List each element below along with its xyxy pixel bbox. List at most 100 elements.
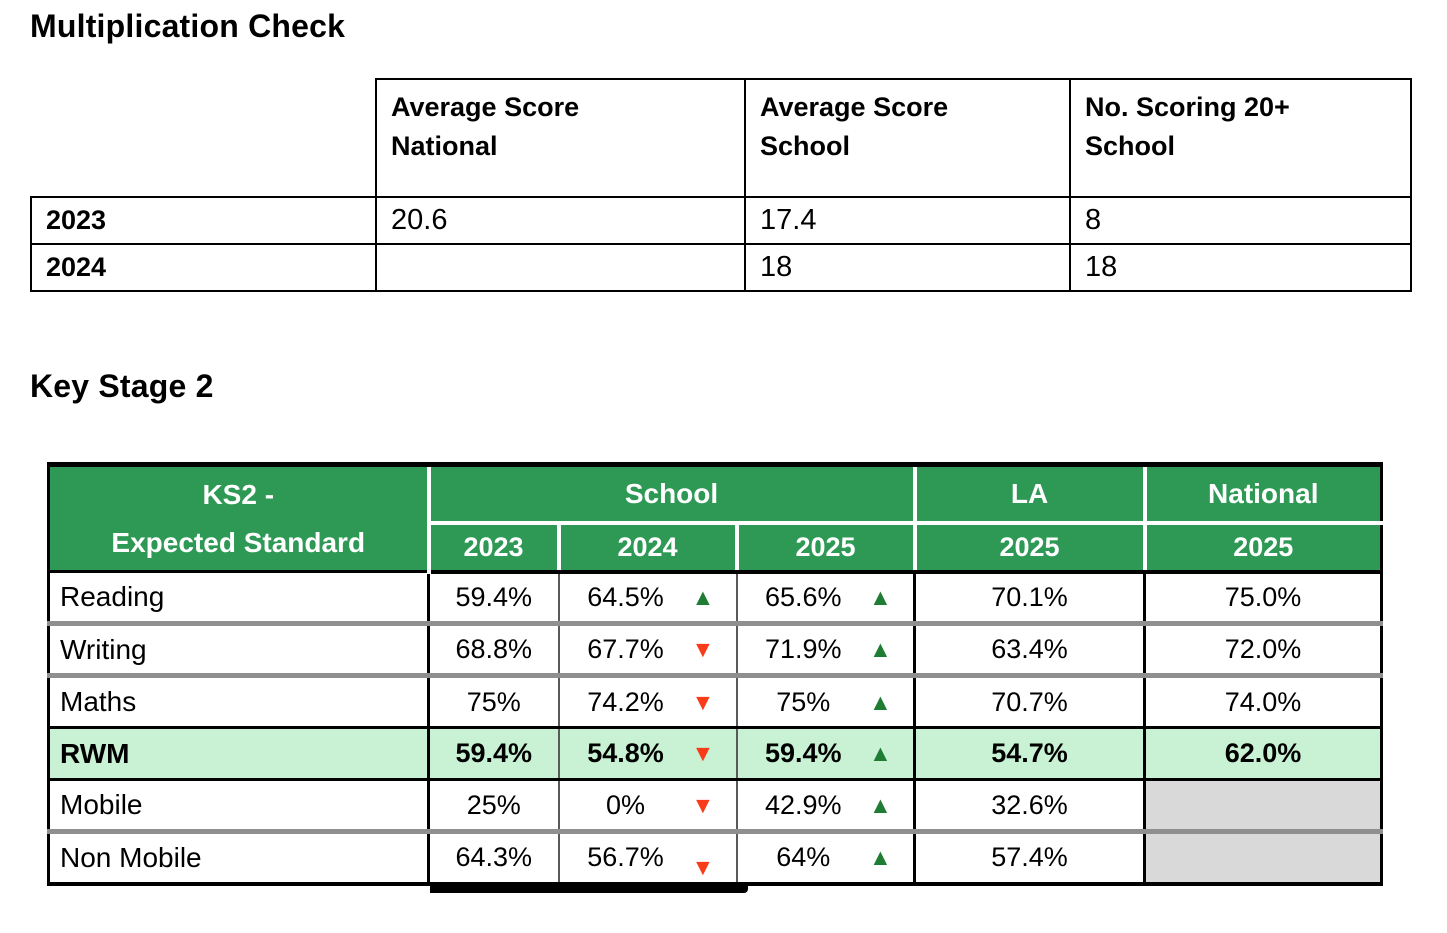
ks2-table: KS2 - Expected Standard School LA Nation… (47, 461, 1384, 886)
mc-cell-avg-school-2023: 17.4 (744, 196, 1071, 245)
trend-icon: ▼ (691, 688, 715, 715)
ks2-cell-2024: 54.8% ▼ (558, 726, 738, 780)
ks2-value: 54.8% (587, 738, 664, 769)
ks2-year-header-row: 2023 2024 2025 2025 2025 (49, 522, 1384, 574)
ks2-value: 42.9% (764, 789, 842, 820)
ks2-cell-2024: 0% ▼ (558, 778, 738, 832)
ks2-value: 65.6% (764, 581, 842, 612)
ks2-group-header-school: School (428, 461, 917, 525)
ks2-subject-label: Mobile (47, 778, 430, 832)
trend-icon: ▼ (691, 636, 715, 663)
ks2-row-non-mobile: Non Mobile 64.3% 56.7% ▼ 64% ▲ 57.4% (47, 829, 1384, 886)
mc-header-row: Average Score National Average Score Sch… (31, 78, 1412, 198)
ks2-year-header-national-2025: 2025 (1144, 522, 1384, 574)
mc-col-header-avg-national: Average Score National (375, 78, 746, 198)
mc-year-label: 2024 (30, 243, 377, 292)
ks2-subject-label: RWM (47, 726, 430, 780)
ks2-cell-national: 72.0% (1144, 621, 1384, 676)
ks2-cell-la: 54.7% (914, 726, 1147, 780)
ks2-value: 71.9% (764, 634, 842, 665)
trend-icon: ▼ (691, 740, 715, 767)
ks2-value: 75% (776, 686, 831, 717)
ks2-cell-2024: 56.7% ▼ (558, 829, 738, 886)
ks2-table-container: KS2 - Expected Standard School LA Nation… (47, 461, 1384, 893)
ks2-cell-2025: 75% ▲ (736, 673, 917, 728)
mc-cell-scoring-20-2023: 8 (1069, 196, 1412, 245)
ks2-value: 59.4% (764, 738, 842, 769)
trend-icon: ▲ (869, 844, 892, 871)
trend-icon: ▼ (691, 854, 715, 881)
multiplication-check-title: Multiplication Check (30, 8, 346, 44)
mc-header-line: School (760, 131, 851, 162)
trend-icon: ▲ (869, 688, 892, 715)
mc-col-header-scoring-20-plus: No. Scoring 20+ School (1069, 78, 1412, 198)
key-stage-2-title: Key Stage 2 (30, 368, 214, 404)
ks2-group-header-national: National (1144, 461, 1384, 525)
mc-cell-scoring-20-2024: 18 (1069, 243, 1412, 292)
ks2-cell-2025: 71.9% ▲ (736, 621, 917, 676)
ks2-cell-2023: 68.8% (428, 621, 560, 676)
ks2-value: 56.7% (587, 842, 664, 873)
mc-cell-avg-school-2024: 18 (744, 243, 1071, 292)
ks2-cell-2024: 64.5% ▲ (558, 571, 738, 624)
ks2-cell-la: 70.1% (914, 571, 1147, 624)
trend-icon: ▲ (869, 740, 892, 767)
ks2-cell-2023: 64.3% (428, 829, 560, 886)
mc-header-line: No. Scoring 20+ (1085, 92, 1290, 122)
ks2-cell-2025: 42.9% ▲ (736, 778, 917, 832)
mc-row-2024: 2024 18 18 (30, 243, 1412, 292)
ks2-cell-national-empty (1144, 778, 1384, 832)
ks2-cell-national: 62.0% (1144, 726, 1384, 780)
mc-cell-avg-national-2023: 20.6 (375, 196, 746, 245)
ks2-corner-line1: KS2 - (202, 479, 275, 510)
ks2-row-writing: Writing 68.8% 67.7% ▼ 71.9% ▲ 63.4% 72.0% (47, 621, 1384, 676)
ks2-cell-2024: 74.2% ▼ (558, 673, 738, 728)
ks2-cell-2025: 59.4% ▲ (736, 726, 917, 780)
ks2-row-mobile: Mobile 25% 0% ▼ 42.9% ▲ 32.6% (47, 778, 1384, 832)
mc-year-label: 2023 (30, 196, 377, 245)
trend-icon: ▲ (691, 583, 715, 610)
ks2-year-header-school-2025: 2025 (736, 522, 917, 574)
trend-icon: ▼ (691, 791, 715, 818)
ks2-cell-2023: 25% (428, 778, 560, 832)
ks2-cell-national-empty (1144, 829, 1384, 886)
ks2-year-header-school-2023: 2023 (428, 522, 561, 574)
ks2-cell-2023: 75% (428, 673, 560, 728)
multiplication-check-table: Average Score National Average Score Sch… (30, 78, 1412, 292)
ks2-value: 0% (605, 789, 646, 820)
mc-header-line: Average Score (760, 92, 949, 122)
mc-header-line: National (391, 131, 498, 162)
mc-header-line: School (1085, 131, 1176, 162)
ks2-subject-label: Writing (47, 621, 430, 676)
trend-icon: ▲ (869, 791, 892, 818)
trend-icon: ▲ (869, 583, 892, 610)
trend-icon: ▲ (869, 636, 892, 663)
table-bottom-border-artifact (430, 884, 748, 893)
ks2-value: 64% (776, 842, 831, 873)
ks2-cell-2023: 59.4% (428, 571, 560, 624)
ks2-cell-national: 75.0% (1144, 571, 1384, 624)
ks2-cell-la: 70.7% (914, 673, 1147, 728)
ks2-value: 64.5% (587, 581, 664, 612)
ks2-cell-2025: 65.6% ▲ (736, 571, 917, 624)
ks2-group-header-la: LA (914, 461, 1147, 525)
ks2-subject-label: Non Mobile (47, 829, 430, 886)
ks2-row-reading: Reading 59.4% 64.5% ▲ 65.6% ▲ 70.1% 75.0% (47, 571, 1384, 624)
ks2-value: 67.7% (587, 634, 664, 665)
ks2-cell-2025: 64% ▲ (736, 829, 917, 886)
ks2-corner-header: KS2 - Expected Standard (47, 461, 431, 574)
mc-col-header-avg-school: Average Score School (744, 78, 1071, 198)
ks2-cell-national: 74.0% (1144, 673, 1384, 728)
ks2-cell-la: 57.4% (914, 829, 1147, 886)
ks2-subject-label: Maths (47, 673, 430, 728)
ks2-year-header-la-2025: 2025 (914, 522, 1147, 574)
mc-corner-blank (31, 79, 376, 197)
ks2-cell-2023: 59.4% (428, 726, 560, 780)
ks2-year-header-school-2024: 2024 (558, 522, 739, 574)
ks2-row-rwm: RWM 59.4% 54.8% ▼ 59.4% ▲ 54.7% 62.0% (47, 726, 1384, 780)
ks2-group-header-row: KS2 - Expected Standard School LA Nation… (47, 461, 1384, 574)
mc-header-line: Average Score (391, 92, 580, 122)
mc-cell-avg-national-2024 (375, 243, 746, 292)
ks2-cell-la: 63.4% (914, 621, 1147, 676)
ks2-cell-2024: 67.7% ▼ (558, 621, 738, 676)
